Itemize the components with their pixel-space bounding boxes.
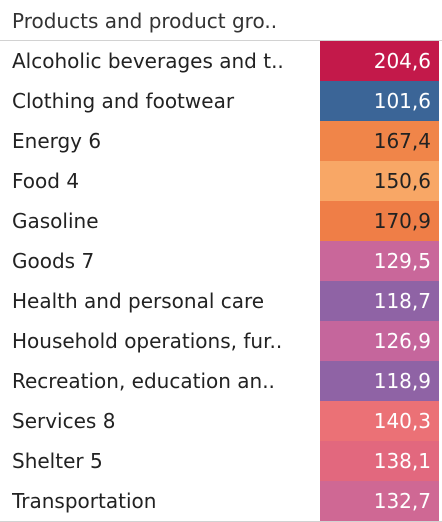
row-label: Health and personal care <box>12 289 312 313</box>
row-label: Transportation <box>12 489 312 513</box>
column-header-products[interactable]: Products and product gro.. <box>12 9 277 33</box>
cell-value-label: 140,3 <box>374 409 431 433</box>
row-label: Energy 6 <box>12 129 312 153</box>
heatmap-cell[interactable]: 132,7 <box>320 481 439 521</box>
cell-value-label: 118,7 <box>374 289 431 313</box>
heatmap-cell[interactable]: 140,3 <box>320 401 439 441</box>
cell-value-label: 126,9 <box>374 329 431 353</box>
heatmap-cell[interactable]: 138,1 <box>320 441 439 481</box>
table-row[interactable]: Household operations, fur.. 126,9 <box>0 321 442 361</box>
row-label: Shelter 5 <box>12 449 312 473</box>
table-row[interactable]: Gasoline 170,9 <box>0 201 442 241</box>
table-row[interactable]: Recreation, education an.. 118,9 <box>0 361 442 401</box>
table-row[interactable]: Goods 7 129,5 <box>0 241 442 281</box>
row-label: Household operations, fur.. <box>12 329 312 353</box>
row-label: Alcoholic beverages and t.. <box>12 49 312 73</box>
table-row[interactable]: Transportation 132,7 <box>0 481 442 521</box>
cell-value-label: 170,9 <box>374 209 431 233</box>
cell-value-label: 132,7 <box>374 489 431 513</box>
cell-value-label: 129,5 <box>374 249 431 273</box>
heatmap-table-body: Alcoholic beverages and t.. 204,6 Clothing… <box>0 41 442 521</box>
table-row[interactable]: Food 4 150,6 <box>0 161 442 201</box>
row-label: Recreation, education an.. <box>12 369 312 393</box>
row-label: Food 4 <box>12 169 312 193</box>
row-label: Goods 7 <box>12 249 312 273</box>
heatmap-cell[interactable]: 118,7 <box>320 281 439 321</box>
heatmap-cell[interactable]: 204,6 <box>320 41 439 81</box>
table-row[interactable]: Alcoholic beverages and t.. 204,6 <box>0 41 442 81</box>
row-label: Gasoline <box>12 209 312 233</box>
heatmap-cell[interactable]: 101,6 <box>320 81 439 121</box>
table-row[interactable]: Energy 6 167,4 <box>0 121 442 161</box>
table-row[interactable]: Shelter 5 138,1 <box>0 441 442 481</box>
table-row[interactable]: Health and personal care 118,7 <box>0 281 442 321</box>
heatmap-cell[interactable]: 170,9 <box>320 201 439 241</box>
heatmap-cell[interactable]: 118,9 <box>320 361 439 401</box>
cell-value-label: 150,6 <box>374 169 431 193</box>
cell-value-label: 167,4 <box>374 129 431 153</box>
row-label: Services 8 <box>12 409 312 433</box>
cell-value-label: 101,6 <box>374 89 431 113</box>
table-header: Products and product gro.. <box>0 0 442 40</box>
heatmap-cell[interactable]: 126,9 <box>320 321 439 361</box>
cell-value-label: 204,6 <box>374 49 431 73</box>
cell-value-label: 138,1 <box>374 449 431 473</box>
heatmap-cell[interactable]: 150,6 <box>320 161 439 201</box>
table-row[interactable]: Clothing and footwear 101,6 <box>0 81 442 121</box>
heatmap-cell[interactable]: 167,4 <box>320 121 439 161</box>
heatmap-cell[interactable]: 129,5 <box>320 241 439 281</box>
table-row[interactable]: Services 8 140,3 <box>0 401 442 441</box>
row-label: Clothing and footwear <box>12 89 312 113</box>
cell-value-label: 118,9 <box>374 369 431 393</box>
